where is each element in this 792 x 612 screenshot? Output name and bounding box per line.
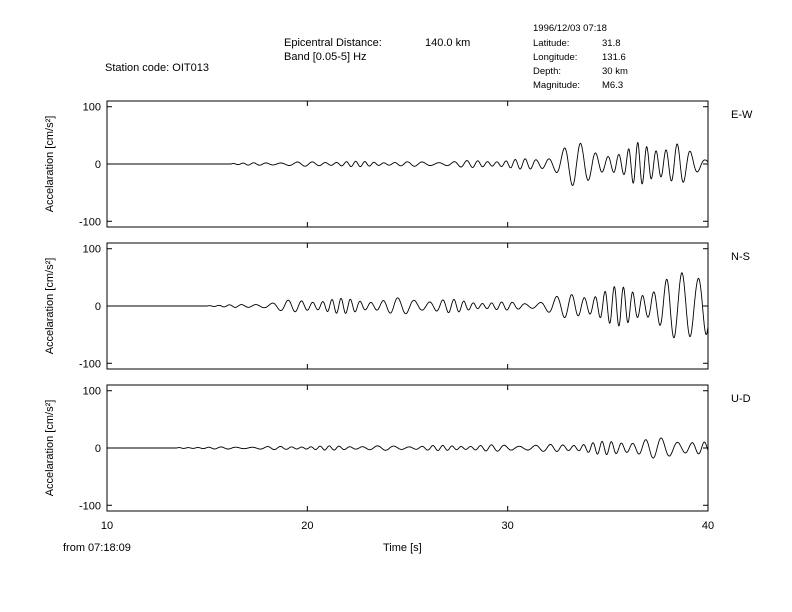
longitude-label: Longitude: <box>533 52 578 63</box>
component-label: E-W <box>731 109 753 121</box>
depth-label: Depth: <box>533 66 561 77</box>
y-tick-label: -100 <box>79 500 101 512</box>
waveform-e-w <box>107 142 709 187</box>
component-label: N-S <box>731 251 750 263</box>
longitude-value: 131.6 <box>602 52 626 63</box>
latitude-value: 31.8 <box>602 38 621 49</box>
latitude-label: Latitude: <box>533 38 570 49</box>
y-axis-label: Accelaration [cm/s²] <box>44 258 56 355</box>
y-axis-label: Accelaration [cm/s²] <box>44 116 56 213</box>
y-tick-label: 100 <box>83 244 101 256</box>
depth-value: 30 km <box>602 66 628 77</box>
band-filter: Band [0.05-5] Hz <box>284 51 367 63</box>
y-tick-label: 0 <box>95 159 101 171</box>
y-tick-label: -100 <box>79 358 101 370</box>
x-tick-label: 40 <box>702 520 714 532</box>
y-tick-label: 0 <box>95 301 101 313</box>
epicentral-distance-value: 140.0 km <box>425 37 471 49</box>
waveform-n-s <box>107 272 709 339</box>
epicentral-distance-label: Epicentral Distance: <box>284 37 382 49</box>
station-code: Station code: OIT013 <box>105 62 209 74</box>
start-time: from 07:18:09 <box>63 542 131 554</box>
event-datetime: 1996/12/03 07:18 <box>533 23 607 34</box>
waveform-u-d <box>107 437 709 459</box>
x-tick-label: 30 <box>502 520 514 532</box>
y-tick-label: 100 <box>83 386 101 398</box>
x-axis-label: Time [s] <box>383 542 422 554</box>
component-label: U-D <box>731 393 751 405</box>
x-tick-label: 20 <box>301 520 313 532</box>
x-tick-label: 10 <box>101 520 113 532</box>
magnitude-label: Magnitude: <box>533 80 581 91</box>
y-tick-label: -100 <box>79 216 101 228</box>
y-tick-label: 0 <box>95 443 101 455</box>
magnitude-value: M6.3 <box>602 80 624 91</box>
y-axis-label: Accelaration [cm/s²] <box>44 400 56 497</box>
y-tick-label: 100 <box>83 102 101 114</box>
